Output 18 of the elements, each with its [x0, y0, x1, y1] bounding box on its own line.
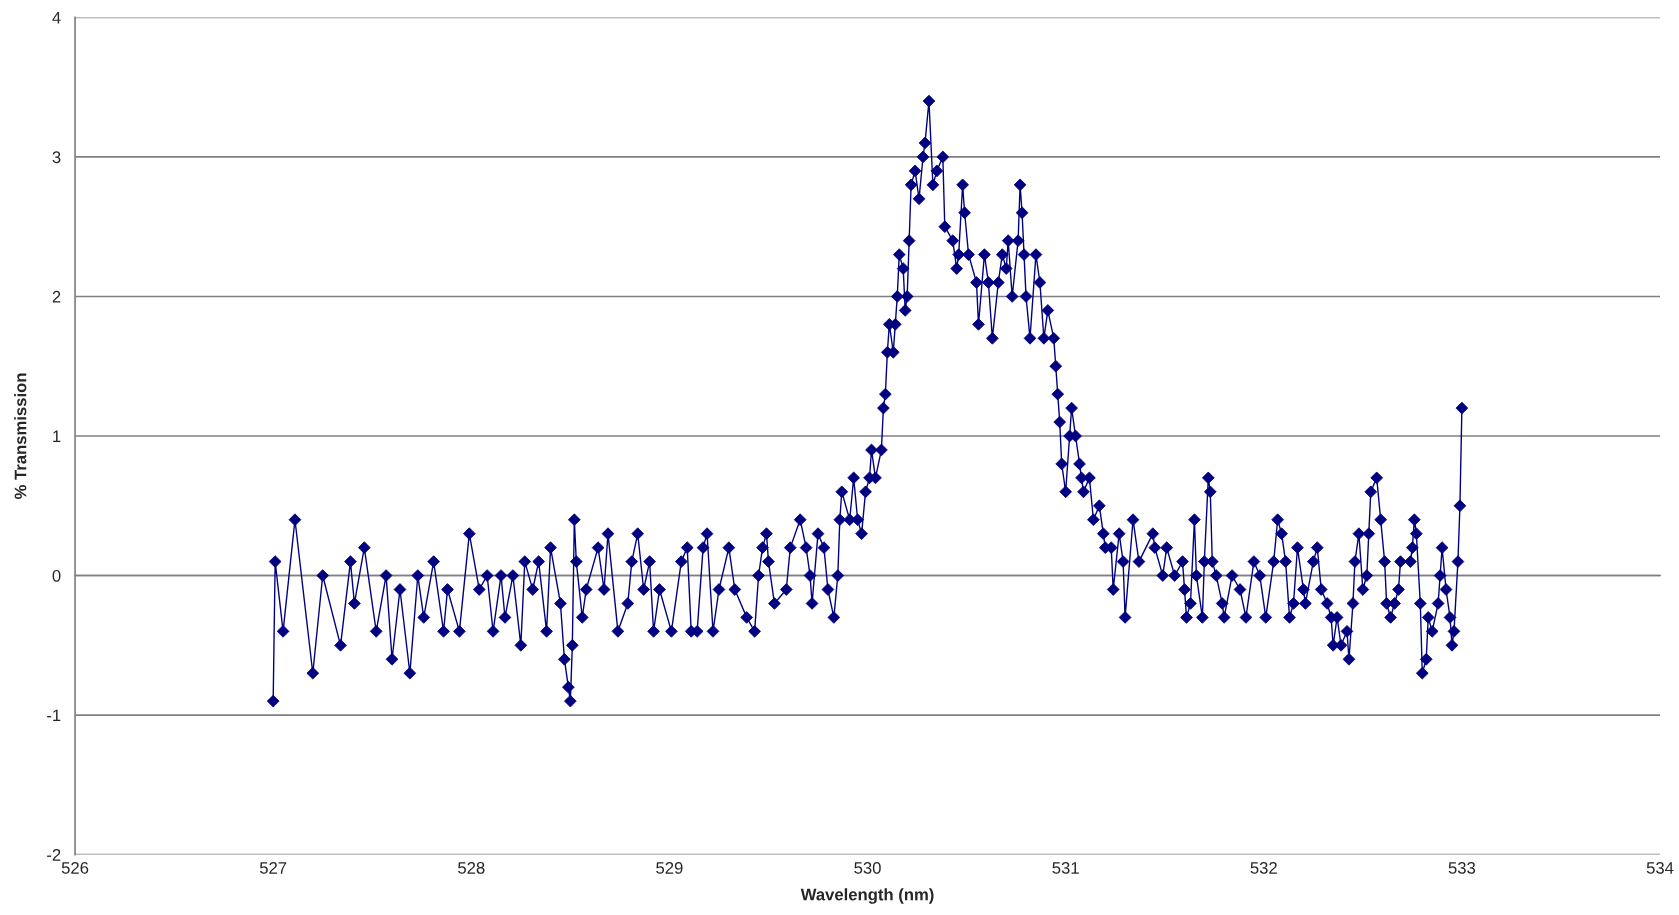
- y-tick-label: 0: [52, 569, 61, 582]
- x-tick-label: 529: [656, 861, 683, 874]
- x-tick-label: 533: [1448, 861, 1476, 874]
- x-tick-label: 527: [259, 861, 287, 874]
- y-tick-label: 4: [52, 11, 61, 24]
- x-tick-label: 532: [1250, 861, 1277, 874]
- y-tick-label: -1: [47, 709, 61, 722]
- y-tick-label: 3: [52, 151, 61, 164]
- y-tick-label: -2: [47, 849, 61, 861]
- x-tick-label: 531: [1052, 861, 1079, 874]
- y-tick-label: 1: [53, 430, 61, 443]
- x-tick-label: 534: [1646, 861, 1674, 874]
- x-tick-label: 526: [61, 861, 89, 874]
- x-axis-title: Wavelength (nm): [800, 888, 934, 904]
- y-axis-title: % Transmission: [14, 373, 27, 500]
- x-tick-label: 528: [458, 861, 485, 874]
- x-tick-label: 530: [854, 861, 881, 874]
- y-tick-label: 2: [52, 290, 61, 303]
